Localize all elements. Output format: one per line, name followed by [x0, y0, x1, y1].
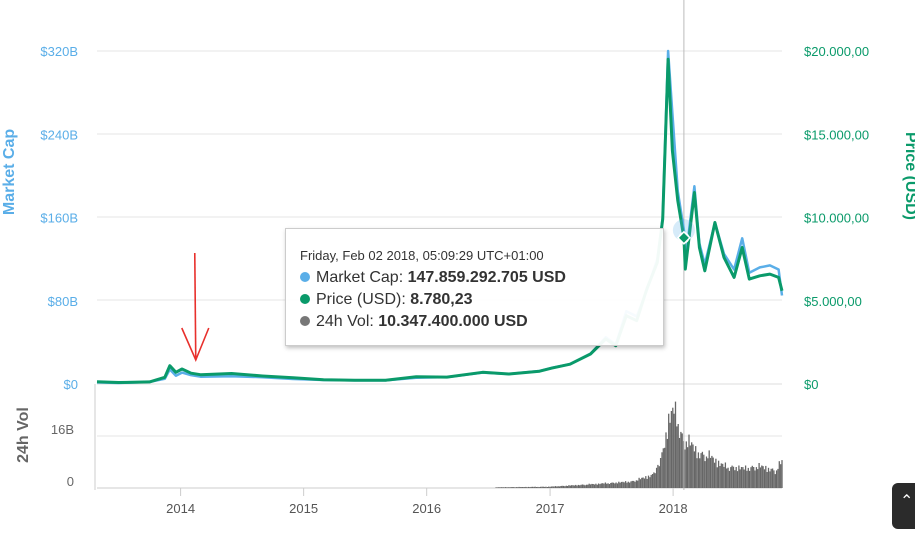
y-right-tick-label: $15.000,00 — [804, 127, 869, 142]
market-cap-dot-icon — [300, 272, 310, 282]
y-left-axis-title: Market Cap — [1, 129, 18, 215]
tooltip-label: Price (USD): — [316, 291, 406, 308]
tooltip-value: 147.859.292.705 USD — [407, 269, 566, 286]
chevron-up-icon: ⌃ — [900, 493, 914, 510]
annotation-arrow-shaft — [193, 252, 197, 361]
tooltip-value: 10.347.400.000 USD — [378, 313, 528, 330]
y-left-tick-label: $240B — [40, 127, 78, 142]
x-tick-label: 2017 — [536, 501, 565, 516]
y-left-tick-label: $320B — [40, 44, 78, 59]
side-widget-button[interactable]: ⌃ — [892, 483, 915, 529]
market-cap-hover-halo — [672, 219, 695, 242]
y-right-axis-title: Price (USD) — [902, 132, 915, 220]
x-tick-label: 2014 — [166, 501, 195, 516]
y-left-tick-label: $160B — [40, 211, 78, 226]
y-right-tick-label: $0 — [804, 377, 818, 392]
x-tick-label: 2015 — [289, 501, 318, 516]
tooltip-row-volume: 24h Vol: 10.347.400.000 USD — [300, 311, 649, 333]
volume-dot-icon — [300, 316, 310, 326]
tooltip-row-price: Price (USD): 8.780,23 — [300, 289, 649, 311]
annotation-arrow-head — [181, 327, 210, 363]
y-right-tick-label: $10.000,00 — [804, 211, 869, 226]
price-hover-marker — [676, 230, 691, 245]
x-tick-label: 2018 — [659, 501, 688, 516]
price-dot-icon — [300, 294, 310, 304]
y-left-tick-label: $80B — [48, 294, 78, 309]
tooltip: Friday, Feb 02 2018, 05:09:29 UTC+01:00 … — [285, 228, 664, 346]
volume-axis-title: 24h Vol — [15, 407, 32, 463]
tooltip-label: Market Cap: — [316, 269, 404, 286]
tooltip-label: 24h Vol: — [316, 313, 374, 330]
x-tick-label: 2016 — [412, 501, 441, 516]
tooltip-value: 8.780,23 — [410, 291, 473, 308]
tooltip-date: Friday, Feb 02 2018, 05:09:29 UTC+01:00 — [300, 248, 544, 263]
y-right-tick-label: $20.000,00 — [804, 44, 869, 59]
y-left-tick-label: $0 — [64, 377, 78, 392]
volume-tick-label: 0 — [67, 474, 74, 489]
tooltip-row-market-cap: Market Cap: 147.859.292.705 USD — [300, 267, 649, 289]
volume-tick-label: 16B — [51, 422, 74, 437]
y-right-tick-label: $5.000,00 — [804, 294, 862, 309]
